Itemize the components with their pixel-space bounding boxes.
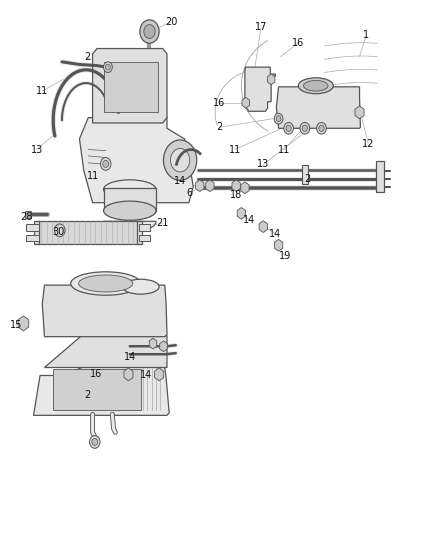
Text: 18: 18 — [230, 190, 242, 200]
Text: 14: 14 — [140, 370, 152, 381]
Text: 14: 14 — [243, 215, 255, 225]
Text: 15: 15 — [10, 320, 22, 330]
Polygon shape — [244, 67, 275, 111]
Polygon shape — [258, 221, 267, 232]
Text: 2: 2 — [84, 390, 90, 400]
Text: 19: 19 — [279, 251, 290, 261]
Polygon shape — [159, 341, 167, 352]
Text: 11: 11 — [87, 171, 99, 181]
Circle shape — [285, 125, 291, 132]
Circle shape — [105, 64, 110, 70]
Bar — [34, 221, 39, 244]
Circle shape — [89, 435, 100, 448]
Polygon shape — [103, 221, 155, 232]
Polygon shape — [92, 49, 166, 123]
Polygon shape — [42, 285, 166, 337]
Text: 2: 2 — [84, 52, 90, 61]
Ellipse shape — [297, 78, 332, 94]
Bar — [139, 224, 150, 231]
Circle shape — [283, 123, 293, 134]
Text: 12: 12 — [361, 139, 374, 149]
Polygon shape — [354, 106, 363, 119]
Polygon shape — [237, 207, 245, 219]
Text: 16: 16 — [212, 98, 224, 108]
Text: 20: 20 — [165, 17, 177, 27]
Ellipse shape — [103, 180, 155, 199]
Polygon shape — [231, 180, 240, 191]
Polygon shape — [274, 239, 282, 251]
Text: 2: 2 — [303, 174, 309, 184]
Text: 11: 11 — [36, 86, 48, 96]
Bar — [104, 188, 155, 211]
Text: 30: 30 — [52, 227, 64, 237]
Ellipse shape — [303, 80, 327, 91]
Ellipse shape — [71, 272, 141, 295]
Ellipse shape — [103, 201, 155, 220]
Text: 16: 16 — [291, 38, 304, 48]
Text: 16: 16 — [90, 369, 102, 379]
Bar — [301, 165, 307, 184]
Text: 6: 6 — [186, 188, 192, 198]
Polygon shape — [79, 118, 193, 203]
Bar — [137, 221, 141, 244]
Circle shape — [276, 116, 280, 122]
Polygon shape — [18, 316, 29, 331]
Text: 13: 13 — [30, 144, 42, 155]
Text: 14: 14 — [269, 229, 281, 239]
Circle shape — [163, 140, 196, 180]
Text: 21: 21 — [156, 218, 169, 228]
Circle shape — [274, 114, 283, 124]
Circle shape — [170, 149, 189, 172]
Text: 2: 2 — [216, 122, 222, 132]
Polygon shape — [33, 367, 169, 415]
Polygon shape — [124, 368, 133, 381]
Polygon shape — [44, 335, 166, 368]
Bar — [375, 161, 383, 192]
Text: 14: 14 — [173, 176, 186, 187]
Bar — [25, 224, 39, 231]
Circle shape — [92, 439, 97, 446]
Text: 11: 11 — [278, 144, 290, 155]
Circle shape — [301, 125, 307, 132]
Text: 28: 28 — [20, 212, 32, 222]
Polygon shape — [276, 87, 360, 128]
Polygon shape — [195, 180, 204, 191]
Text: 11: 11 — [228, 144, 240, 155]
Bar — [139, 235, 150, 241]
Polygon shape — [154, 368, 163, 381]
Circle shape — [103, 62, 112, 72]
Circle shape — [100, 158, 111, 170]
Polygon shape — [267, 74, 274, 85]
Circle shape — [102, 160, 108, 167]
Ellipse shape — [78, 275, 133, 292]
Text: 1: 1 — [362, 30, 368, 41]
Circle shape — [299, 123, 309, 134]
Bar — [25, 235, 39, 241]
Ellipse shape — [122, 279, 159, 294]
Polygon shape — [241, 98, 249, 108]
Bar — [25, 211, 31, 217]
Text: 17: 17 — [254, 22, 267, 33]
Circle shape — [316, 123, 325, 134]
Polygon shape — [205, 180, 214, 191]
Polygon shape — [149, 338, 156, 349]
Circle shape — [140, 20, 159, 43]
Text: 14: 14 — [124, 352, 136, 362]
Circle shape — [318, 125, 323, 132]
Circle shape — [144, 25, 155, 38]
Bar — [103, 62, 158, 112]
Bar — [53, 368, 141, 410]
Text: 13: 13 — [257, 159, 269, 169]
Bar — [38, 221, 138, 244]
Polygon shape — [240, 182, 248, 193]
